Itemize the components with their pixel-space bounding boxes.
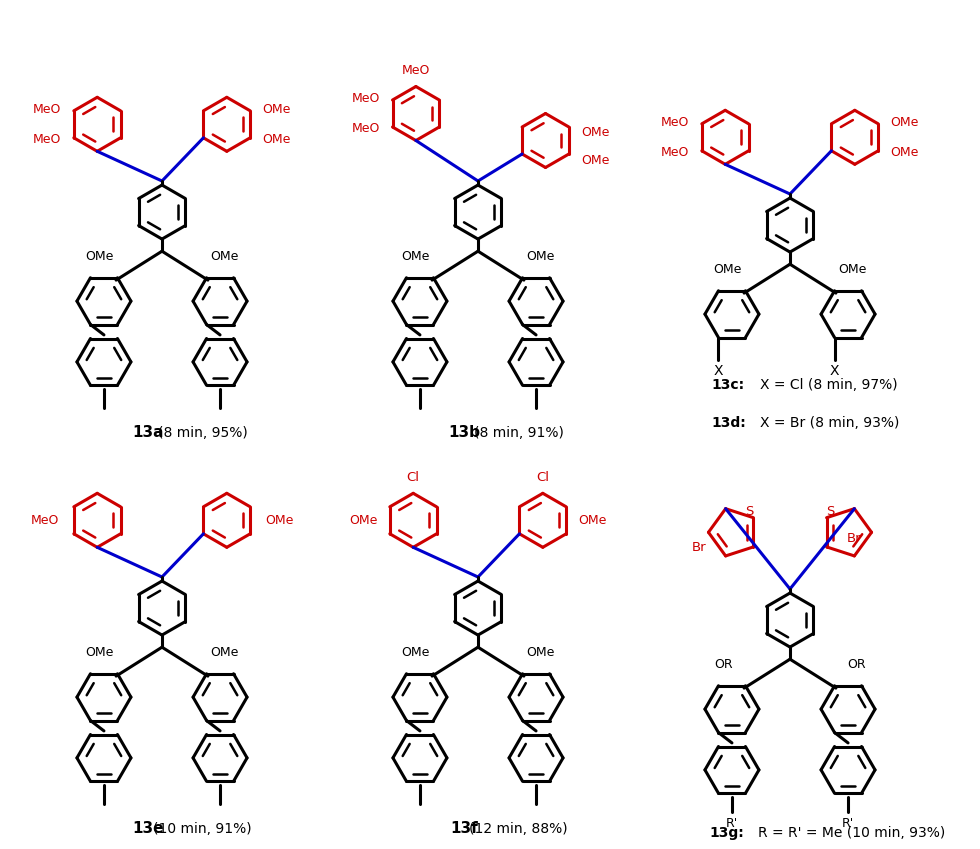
Text: MeO: MeO	[402, 64, 430, 76]
Text: 13a: 13a	[132, 425, 165, 440]
Text: OMe: OMe	[85, 250, 114, 263]
Text: (8 min, 91%): (8 min, 91%)	[473, 425, 564, 440]
Text: X: X	[713, 364, 723, 379]
Text: OR: OR	[714, 658, 733, 671]
Text: OMe: OMe	[263, 132, 291, 146]
Text: R': R'	[726, 818, 738, 830]
Text: 13e: 13e	[132, 821, 165, 836]
Text: OMe: OMe	[891, 116, 919, 129]
Text: OMe: OMe	[838, 263, 866, 276]
Text: MeO: MeO	[662, 146, 690, 159]
Text: 13g:: 13g:	[709, 826, 744, 841]
Text: X: X	[830, 364, 839, 379]
Text: S: S	[826, 504, 835, 518]
Text: R = R' = Me (10 min, 93%): R = R' = Me (10 min, 93%)	[758, 826, 945, 841]
Text: Br: Br	[691, 542, 706, 554]
Text: OMe: OMe	[210, 646, 238, 659]
Text: Cl: Cl	[407, 470, 419, 484]
Text: (10 min, 91%): (10 min, 91%)	[153, 822, 252, 835]
Text: MeO: MeO	[33, 132, 62, 146]
Text: 13f: 13f	[451, 821, 478, 836]
Text: OMe: OMe	[402, 250, 430, 263]
Text: OMe: OMe	[578, 514, 607, 526]
Text: MeO: MeO	[33, 103, 62, 116]
Text: MeO: MeO	[662, 116, 690, 129]
Text: R': R'	[842, 818, 855, 830]
Text: 13d:: 13d:	[711, 415, 747, 430]
Text: OR: OR	[847, 658, 865, 671]
Text: OMe: OMe	[526, 250, 555, 263]
Text: OMe: OMe	[402, 646, 430, 659]
Text: X = Cl (8 min, 97%): X = Cl (8 min, 97%)	[760, 378, 898, 391]
Text: OMe: OMe	[349, 514, 377, 526]
Text: S: S	[745, 504, 754, 518]
Text: MeO: MeO	[352, 122, 380, 135]
Text: OMe: OMe	[891, 146, 919, 159]
Text: OMe: OMe	[526, 646, 555, 659]
Text: MeO: MeO	[352, 93, 380, 105]
Text: OMe: OMe	[581, 126, 610, 139]
Text: MeO: MeO	[30, 514, 59, 526]
Text: OMe: OMe	[263, 103, 291, 116]
Text: (8 min, 95%): (8 min, 95%)	[158, 425, 247, 440]
Text: OMe: OMe	[210, 250, 238, 263]
Text: 13b: 13b	[449, 425, 480, 440]
Text: (12 min, 88%): (12 min, 88%)	[469, 822, 567, 835]
Text: 13c:: 13c:	[711, 378, 745, 391]
Text: Br: Br	[847, 532, 860, 545]
Text: X = Br (8 min, 93%): X = Br (8 min, 93%)	[760, 415, 900, 430]
Text: Cl: Cl	[536, 470, 550, 484]
Text: OMe: OMe	[713, 263, 742, 276]
Text: OMe: OMe	[581, 155, 610, 167]
Text: OMe: OMe	[266, 514, 294, 526]
Text: OMe: OMe	[85, 646, 114, 659]
